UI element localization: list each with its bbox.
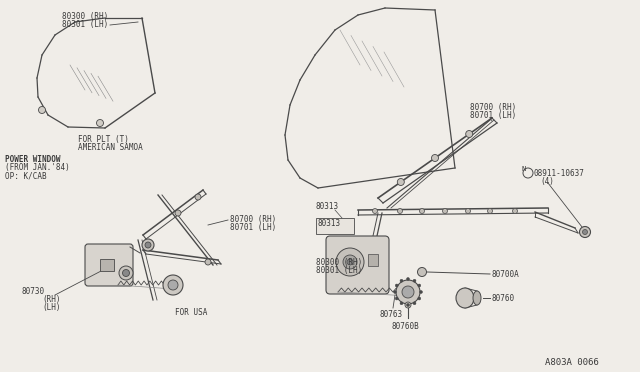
Circle shape (405, 302, 411, 308)
Text: OP: K/CAB: OP: K/CAB (5, 171, 47, 180)
Text: 80700 (RH): 80700 (RH) (230, 215, 276, 224)
Text: 80313: 80313 (316, 202, 339, 211)
Text: 80301 (LH): 80301 (LH) (62, 20, 108, 29)
Circle shape (168, 280, 178, 290)
Circle shape (336, 248, 364, 276)
Circle shape (418, 284, 420, 287)
Bar (316, 218, 354, 234)
Circle shape (396, 284, 398, 287)
Circle shape (582, 230, 588, 234)
Circle shape (466, 131, 473, 138)
Circle shape (397, 208, 403, 214)
Text: (RH): (RH) (42, 295, 61, 304)
Text: A803A 0066: A803A 0066 (545, 358, 599, 367)
Circle shape (343, 255, 357, 269)
Circle shape (38, 106, 45, 113)
Circle shape (175, 210, 181, 216)
Circle shape (579, 227, 591, 237)
Circle shape (419, 208, 424, 214)
Circle shape (163, 275, 183, 295)
Bar (368, 254, 378, 266)
Text: 80701 (LH): 80701 (LH) (470, 111, 516, 120)
Circle shape (413, 302, 416, 305)
Circle shape (396, 280, 420, 304)
Text: 08911-10637: 08911-10637 (534, 169, 585, 178)
Text: FOR PLT (T): FOR PLT (T) (78, 135, 129, 144)
Circle shape (465, 208, 470, 214)
Circle shape (195, 194, 201, 200)
Text: AMERICAN SAMOA: AMERICAN SAMOA (78, 143, 143, 152)
Circle shape (372, 208, 378, 214)
Circle shape (488, 208, 493, 214)
Circle shape (142, 239, 154, 251)
Circle shape (400, 302, 403, 305)
Text: (FROM JAN.'84): (FROM JAN.'84) (5, 163, 70, 172)
Text: 80301 (LH): 80301 (LH) (316, 266, 362, 275)
Text: POWER WINDOW: POWER WINDOW (5, 155, 61, 164)
Circle shape (402, 286, 414, 298)
Ellipse shape (456, 288, 474, 308)
Text: 80701 (LH): 80701 (LH) (230, 223, 276, 232)
Circle shape (513, 208, 518, 214)
Bar (100, 259, 114, 271)
Circle shape (145, 242, 151, 248)
Text: 80700 (RH): 80700 (RH) (470, 103, 516, 112)
Circle shape (394, 291, 397, 294)
FancyBboxPatch shape (326, 236, 389, 294)
Text: 80763: 80763 (380, 310, 403, 319)
Text: 80313: 80313 (317, 219, 340, 228)
Text: 80700A: 80700A (492, 270, 520, 279)
Circle shape (400, 279, 403, 282)
Text: N: N (522, 166, 526, 172)
Circle shape (431, 154, 438, 161)
Text: (4): (4) (540, 177, 554, 186)
Circle shape (97, 119, 104, 126)
Circle shape (122, 269, 129, 276)
FancyBboxPatch shape (85, 244, 133, 286)
Circle shape (406, 304, 410, 307)
Circle shape (419, 291, 422, 294)
Text: 80300 (RH): 80300 (RH) (62, 12, 108, 21)
Ellipse shape (473, 291, 481, 305)
Text: 80760: 80760 (492, 294, 515, 303)
Circle shape (396, 297, 398, 300)
Text: 80760B: 80760B (391, 322, 419, 331)
Circle shape (418, 297, 420, 300)
Circle shape (347, 259, 353, 265)
Text: FOR USA: FOR USA (175, 308, 207, 317)
Circle shape (119, 266, 133, 280)
Text: 80730: 80730 (22, 287, 45, 296)
Text: 80300 (RH): 80300 (RH) (316, 258, 362, 267)
Circle shape (442, 208, 447, 214)
Circle shape (417, 267, 426, 276)
Circle shape (406, 278, 410, 280)
Circle shape (413, 279, 416, 282)
Text: (LH): (LH) (42, 303, 61, 312)
Circle shape (397, 179, 404, 186)
Circle shape (205, 259, 211, 265)
